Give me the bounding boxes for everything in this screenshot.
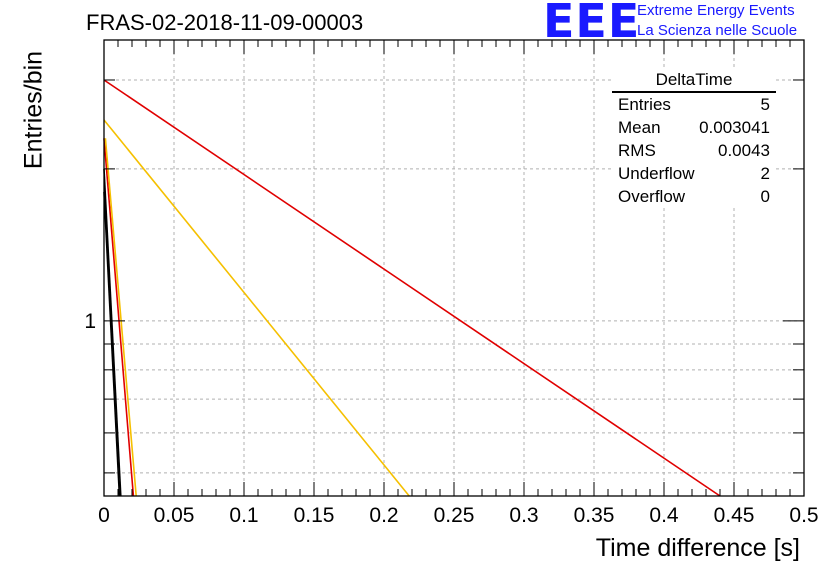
chart-title: FRAS-02-2018-11-09-00003	[86, 10, 364, 35]
stats-title: DeltaTime	[612, 70, 776, 93]
stats-value: 2	[760, 164, 770, 183]
plot-frame	[103, 39, 805, 497]
logo-mark: EEE	[543, 0, 641, 48]
x-tick-label: 0.05	[154, 504, 195, 527]
logo-line-2: La Scienza nelle Scuole	[637, 22, 798, 39]
x-tick-label: 0.15	[294, 504, 335, 527]
stats-label: RMS	[618, 141, 656, 160]
y-tick-label: 1	[84, 310, 96, 333]
stats-value: 5	[760, 95, 770, 114]
x-tick-label: 0.25	[434, 504, 475, 527]
x-tick-label: 0.4	[649, 504, 679, 527]
data-series-line	[103, 79, 721, 497]
stats-label: Overflow	[618, 187, 686, 206]
data-series-line	[103, 168, 122, 497]
x-tick-label: 0.35	[574, 504, 615, 527]
stats-value: 0.003041	[699, 118, 770, 137]
x-tick-label: 0.5	[789, 504, 818, 527]
stats-value: 0	[760, 187, 770, 206]
eee-logo: EEE Extreme Energy Events La Scienza nel…	[543, 0, 836, 48]
data-series-line	[104, 138, 137, 497]
stats-value: 0.0043	[718, 141, 770, 160]
x-tick-label: 0.1	[229, 504, 258, 527]
x-tick-label: 0.3	[509, 504, 538, 527]
stats-box: DeltaTime Entries 5 Mean 0.003041 RMS 0.…	[612, 70, 776, 208]
x-tick-label: 0.45	[714, 504, 755, 527]
x-tick-label: 0.2	[369, 504, 398, 527]
stats-row: Entries 5	[612, 93, 776, 116]
stats-row: Underflow 2	[612, 162, 776, 185]
stats-row: Mean 0.003041	[612, 116, 776, 139]
stats-row: Overflow 0	[612, 185, 776, 208]
y-axis-title: Entries/bin	[19, 50, 48, 170]
data-series-line	[103, 119, 410, 497]
chart-axes: 0 0.05 0.1 0.15 0.2 0.25 0.3 0.35 0.4 0.45 0.5 1	[84, 39, 819, 527]
x-axis-title: Time difference [s]	[595, 534, 800, 562]
data-series-line	[103, 138, 135, 497]
stats-row: RMS 0.0043	[612, 139, 776, 162]
logo-line-1: Extreme Energy Events	[637, 2, 795, 19]
stats-label: Underflow	[618, 164, 695, 183]
stats-label: Mean	[618, 118, 661, 137]
stats-label: Entries	[618, 95, 671, 114]
chart-series	[103, 79, 721, 497]
x-tick-label: 0	[98, 504, 110, 527]
